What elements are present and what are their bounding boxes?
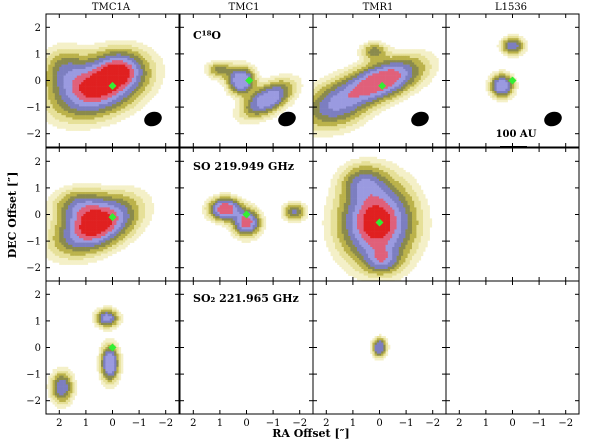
panel-0-0: 2 1 0 −1 −2 bbox=[26, 13, 180, 148]
panel-1-0: 2 1 0 −1 −2 bbox=[26, 147, 180, 282]
row-label-so2: SO₂ 221.965 GHz bbox=[193, 292, 299, 305]
x-tick-label-1-4: −2 bbox=[292, 418, 307, 429]
x-tick-label-1-0: 2 bbox=[190, 418, 196, 429]
panel-2-2-emission bbox=[370, 333, 391, 361]
panel-1-0-peak-marker bbox=[108, 213, 117, 222]
panel-0-3-peak-marker bbox=[508, 76, 517, 85]
x-tick-label-3-0: 2 bbox=[456, 418, 462, 429]
panel-0-2 bbox=[312, 13, 447, 148]
x-tick-label-0-0: 2 bbox=[56, 418, 62, 429]
panel-0-1-beam bbox=[278, 111, 296, 127]
y-tick-label-0-4: −2 bbox=[26, 129, 41, 140]
column-label-3: L1536 bbox=[495, 2, 527, 13]
x-tick-label-2-3: −1 bbox=[399, 418, 414, 429]
x-tick-label-3-1: 1 bbox=[483, 418, 489, 429]
y-tick-label-0-2: 0 bbox=[35, 76, 41, 87]
panel-1-1-emission bbox=[202, 192, 308, 243]
x-tick-label-2-2: 0 bbox=[376, 418, 382, 429]
y-tick-label-0-0: 2 bbox=[35, 23, 41, 34]
x-tick-label-3-4: −2 bbox=[558, 418, 573, 429]
x-tick-label-1-2: 0 bbox=[243, 418, 249, 429]
y-tick-label-0-3: −1 bbox=[26, 103, 41, 114]
scale-bar-label: 100 AU bbox=[496, 129, 537, 140]
panel-0-1-peak-marker bbox=[245, 76, 254, 85]
panel-2-0-emission bbox=[46, 305, 124, 409]
x-tick-label-0-3: −1 bbox=[132, 418, 147, 429]
panel-2-1: 2 1 0 −1 −2 bbox=[179, 280, 314, 429]
y-tick-label-2-4: −2 bbox=[26, 396, 41, 407]
panel-1-3-frame bbox=[445, 147, 580, 282]
y-tick-label-1-1: 1 bbox=[35, 183, 41, 194]
y-tick-label-1-3: −1 bbox=[26, 237, 41, 248]
panel-0-0-beam bbox=[144, 111, 162, 127]
x-tick-label-3-2: 0 bbox=[509, 418, 515, 429]
row-label-so: SO 219.949 GHz bbox=[193, 160, 294, 173]
panel-0-3-emission bbox=[485, 33, 528, 103]
y-tick-label-2-0: 2 bbox=[35, 290, 41, 301]
panel-grid: 2 1 0 −1 −2 2 1 0 −1 −2 2 1 0 −1 −2 2 1 0 −1 −2 2 1 0 −1 −2 2 1 0 −1… bbox=[26, 13, 580, 429]
panel-0-0-emission bbox=[46, 40, 166, 131]
x-tick-label-1-1: 1 bbox=[217, 418, 223, 429]
panel-0-3-beam bbox=[544, 111, 562, 127]
y-tick-label-1-2: 0 bbox=[35, 210, 41, 221]
panel-2-2: 2 1 0 −1 −2 bbox=[312, 280, 447, 429]
panel-1-2 bbox=[312, 147, 447, 282]
column-label-2: TMR1 bbox=[363, 2, 394, 13]
panel-0-1-emission bbox=[204, 60, 304, 125]
x-tick-label-0-4: −2 bbox=[158, 418, 173, 429]
y-tick-label-0-1: 1 bbox=[35, 49, 41, 60]
panel-1-3 bbox=[445, 147, 580, 282]
panel-0-2-beam bbox=[411, 111, 429, 127]
x-tick-label-2-4: −2 bbox=[425, 418, 440, 429]
panel-0-3 bbox=[445, 13, 580, 148]
x-tick-label-2-0: 2 bbox=[323, 418, 329, 429]
panel-2-3-frame bbox=[445, 280, 580, 415]
x-tick-label-1-3: −1 bbox=[266, 418, 281, 429]
y-tick-label-1-4: −2 bbox=[26, 263, 41, 274]
y-tick-label-2-1: 1 bbox=[35, 316, 41, 327]
panel-1-1-peak-marker bbox=[242, 210, 251, 219]
panel-1-2-peak-marker bbox=[375, 218, 384, 227]
panel-1-0-emission bbox=[46, 183, 155, 265]
panel-0-1 bbox=[179, 13, 314, 148]
y-axis-title: DEC Offset [″] bbox=[6, 172, 19, 259]
row-label-c18o: C¹⁸O bbox=[193, 29, 221, 42]
x-tick-label-2-1: 1 bbox=[350, 418, 356, 429]
x-tick-label-3-3: −1 bbox=[532, 418, 547, 429]
panel-0-2-peak-marker bbox=[378, 81, 387, 90]
panel-0-2-emission bbox=[313, 40, 439, 138]
panel-1-2-emission bbox=[321, 156, 433, 281]
panel-2-0: 2 1 0 −1 −2 2 1 0 −1 −2 bbox=[26, 280, 180, 429]
column-label-1: TMC1 bbox=[229, 2, 260, 13]
y-tick-label-1-0: 2 bbox=[35, 157, 41, 168]
x-tick-label-0-1: 1 bbox=[83, 418, 89, 429]
y-tick-label-2-2: 0 bbox=[35, 343, 41, 354]
y-tick-label-2-3: −1 bbox=[26, 370, 41, 381]
x-axis-title: RA Offset [″] bbox=[272, 427, 350, 440]
x-tick-label-0-2: 0 bbox=[109, 418, 115, 429]
panel-2-3: 2 1 0 −1 −2 bbox=[445, 280, 580, 429]
column-label-0: TMC1A bbox=[92, 2, 131, 13]
panel-0-0-peak-marker bbox=[108, 81, 117, 90]
panel-2-0-peak-marker bbox=[108, 343, 117, 352]
